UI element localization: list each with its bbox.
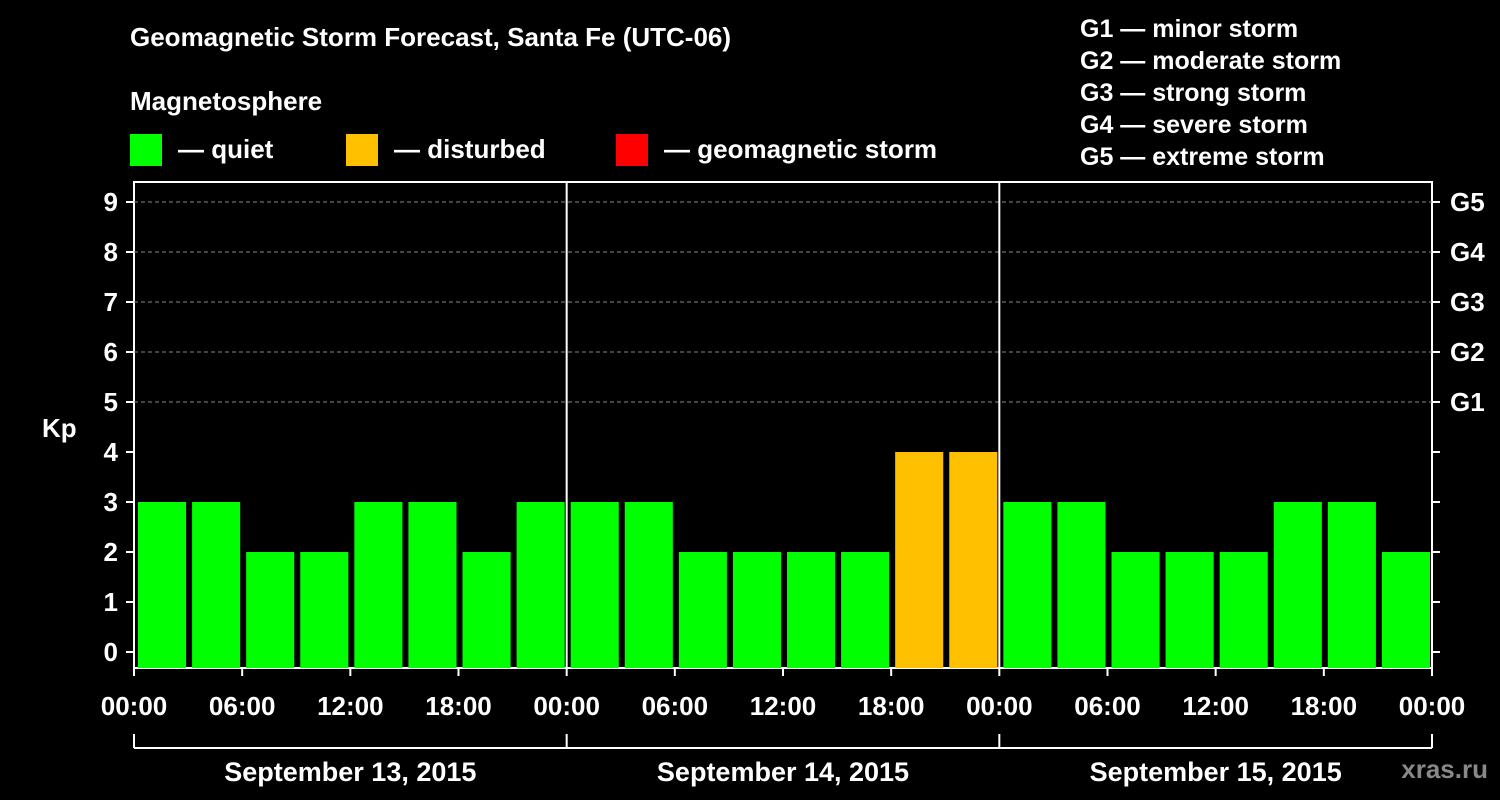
g-scale-label: G5 xyxy=(1450,187,1485,217)
kp-bar xyxy=(624,502,673,668)
kp-bar xyxy=(1219,552,1268,668)
x-tick-label: 18:00 xyxy=(858,691,925,721)
x-tick-label: 06:00 xyxy=(1074,691,1141,721)
y-tick-label: 4 xyxy=(104,437,119,467)
x-tick-label: 18:00 xyxy=(1291,691,1358,721)
kp-bar xyxy=(408,502,457,668)
storm-scale-g4: G4 — severe storm xyxy=(1080,111,1308,139)
x-tick-label: 12:00 xyxy=(317,691,384,721)
kp-bar xyxy=(1381,552,1430,668)
x-tick-label: 00:00 xyxy=(533,691,600,721)
kp-bar xyxy=(516,502,565,668)
y-axis-label: Kp xyxy=(42,413,77,443)
x-tick-label: 06:00 xyxy=(209,691,276,721)
x-tick-label: 00:00 xyxy=(1399,691,1466,721)
storm-scale-g2: G2 — moderate storm xyxy=(1080,47,1342,75)
y-tick-label: 2 xyxy=(104,537,118,567)
x-tick-label: 00:00 xyxy=(966,691,1033,721)
x-tick-label: 12:00 xyxy=(750,691,817,721)
kp-bar xyxy=(841,552,890,668)
y-tick-label: 3 xyxy=(104,487,118,517)
kp-bar xyxy=(462,552,511,668)
chart-title: Geomagnetic Storm Forecast, Santa Fe (UT… xyxy=(130,22,732,52)
legend-swatch-disturbed xyxy=(346,134,378,166)
kp-bar xyxy=(138,502,187,668)
watermark: xras.ru xyxy=(1401,754,1488,784)
kp-bar xyxy=(1057,502,1106,668)
g-scale-label: G3 xyxy=(1450,287,1485,317)
x-tick-label: 12:00 xyxy=(1182,691,1249,721)
kp-bar xyxy=(246,552,295,668)
kp-bar xyxy=(787,552,836,668)
kp-bar xyxy=(1327,502,1376,668)
legend-label-storm: — geomagnetic storm xyxy=(664,134,938,164)
g-scale-label: G4 xyxy=(1450,237,1485,267)
x-tick-label: 18:00 xyxy=(425,691,492,721)
storm-scale-g5: G5 — extreme storm xyxy=(1080,143,1325,171)
x-tick-label: 00:00 xyxy=(101,691,168,721)
kp-bar xyxy=(1273,502,1322,668)
kp-bar xyxy=(354,502,403,668)
day-label: September 15, 2015 xyxy=(1090,757,1342,787)
magnetosphere-label: Magnetosphere xyxy=(130,86,323,116)
kp-bar xyxy=(1165,552,1214,668)
x-tick-label: 06:00 xyxy=(642,691,709,721)
kp-bar xyxy=(949,452,998,668)
storm-scale-g1: G1 — minor storm xyxy=(1080,15,1299,43)
legend-swatch-quiet xyxy=(130,134,162,166)
kp-bar xyxy=(895,452,944,668)
y-tick-label: 6 xyxy=(104,337,118,367)
g-scale-label: G2 xyxy=(1450,337,1485,367)
y-tick-label: 7 xyxy=(104,287,118,317)
legend-swatch-storm xyxy=(616,134,648,166)
kp-bar xyxy=(570,502,619,668)
legend-label-disturbed: — disturbed xyxy=(394,134,546,164)
y-tick-label: 9 xyxy=(104,187,118,217)
kp-bar xyxy=(1111,552,1160,668)
y-tick-label: 5 xyxy=(104,387,118,417)
y-tick-label: 8 xyxy=(104,237,118,267)
kp-bar xyxy=(300,552,349,668)
day-label: September 14, 2015 xyxy=(657,757,909,787)
y-tick-label: 1 xyxy=(104,587,118,617)
day-label: September 13, 2015 xyxy=(224,757,476,787)
kp-bar xyxy=(192,502,241,668)
kp-bar xyxy=(1003,502,1052,668)
legend-label-quiet: — quiet xyxy=(178,134,274,164)
y-tick-label: 0 xyxy=(104,637,118,667)
kp-bar xyxy=(732,552,781,668)
storm-scale-g3: G3 — strong storm xyxy=(1080,79,1307,107)
kp-bar xyxy=(678,552,727,668)
g-scale-label: G1 xyxy=(1450,387,1485,417)
